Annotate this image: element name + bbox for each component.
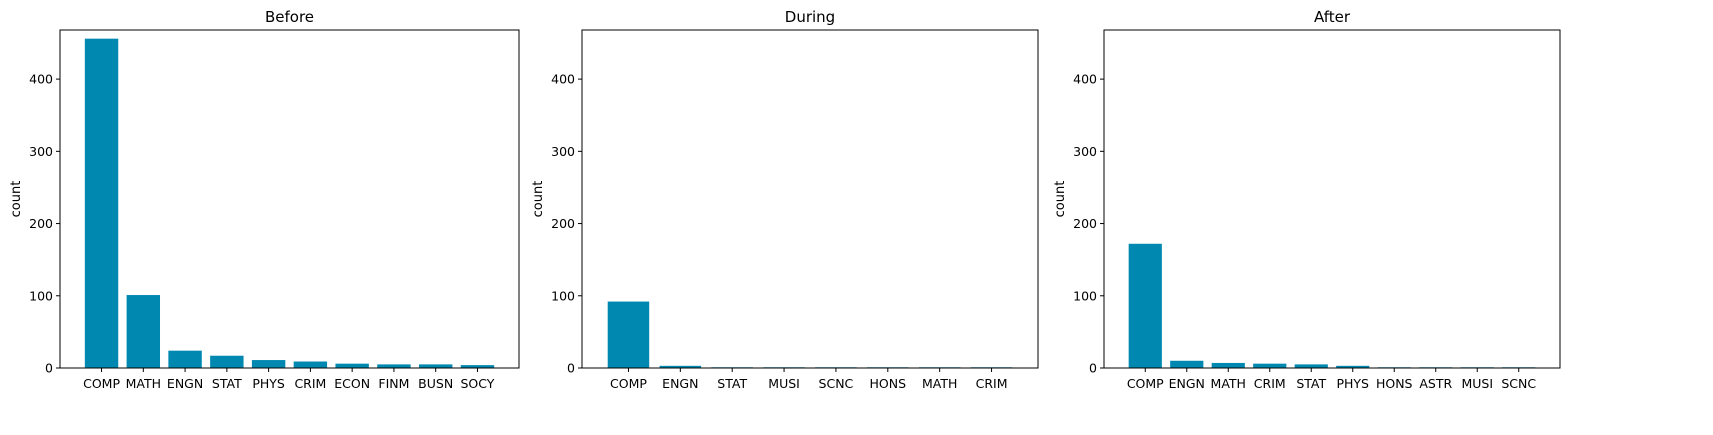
- x-tick-label: HONS: [1376, 376, 1413, 391]
- y-tick-label: 200: [551, 216, 575, 231]
- bar-comp: [1128, 243, 1162, 368]
- y-tick-label: 100: [29, 288, 53, 303]
- bar-math: [126, 295, 161, 368]
- plot-frame: [59, 29, 520, 369]
- x-tick-label: MATH: [126, 376, 161, 391]
- x-tick-label: BUSN: [418, 376, 453, 391]
- x-tick-label: COMP: [83, 376, 120, 391]
- chart-title: After: [1314, 8, 1351, 26]
- plot-frame: [1103, 29, 1561, 369]
- x-tick-label: ENGN: [662, 376, 698, 391]
- x-tick-label: MUSI: [1461, 376, 1493, 391]
- bar-engn: [659, 365, 702, 368]
- bar-crim: [293, 361, 328, 368]
- chart-after: After COMP ENGN MATH CRIM STAT PHYS HONS ASTR MUS…: [1053, 8, 1561, 391]
- chart-during: During COMP ENGN STAT MUSI SCNC HONS MATH CRIM 0 1…: [531, 8, 1039, 391]
- bar-phys: [251, 360, 286, 368]
- x-tick-label: CRIM: [976, 376, 1008, 391]
- y-tick-label: 200: [29, 216, 53, 231]
- chart-title: During: [785, 8, 835, 26]
- y-tick-label: 0: [1089, 361, 1097, 376]
- y-tick-label: 100: [1073, 288, 1097, 303]
- x-tick-label: SCNC: [819, 376, 854, 391]
- bar-math: [1211, 362, 1245, 368]
- chart-title: Before: [265, 8, 314, 26]
- y-tick-label: 300: [551, 144, 575, 159]
- x-tick-label: PHYS: [252, 376, 285, 391]
- x-tick-label: COMP: [610, 376, 647, 391]
- x-tick-label: FINM: [378, 376, 409, 391]
- x-tick-label: PHYS: [1336, 376, 1369, 391]
- y-tick-label: 100: [551, 288, 575, 303]
- bar-econ: [335, 363, 369, 368]
- bar-phys: [1336, 365, 1370, 368]
- x-tick-label: STAT: [717, 376, 747, 391]
- bar-comp: [84, 38, 119, 369]
- x-tick-label: ASTR: [1419, 376, 1452, 391]
- x-tick-label: COMP: [1127, 376, 1164, 391]
- bar-stat: [1294, 364, 1328, 368]
- bar-stat: [210, 355, 244, 368]
- y-tick-label: 0: [567, 361, 575, 376]
- y-axis-label: count: [1053, 181, 1068, 218]
- y-tick-label: 400: [551, 72, 575, 87]
- y-tick-label: 400: [29, 72, 53, 87]
- x-tick-label: HONS: [870, 376, 907, 391]
- bar-busn: [418, 364, 453, 368]
- chart-before: Before COMP MATH ENGN STAT PHYS CRIM ECON FINM BU…: [9, 8, 520, 391]
- x-tick-label: ENGN: [1169, 376, 1205, 391]
- y-tick-label: 300: [1073, 144, 1097, 159]
- x-tick-label: ENGN: [167, 376, 203, 391]
- y-tick-label: 400: [1073, 72, 1097, 87]
- x-tick-label: MUSI: [768, 376, 800, 391]
- x-tick-label: CRIM: [294, 376, 326, 391]
- x-tick-label: MATH: [1211, 376, 1246, 391]
- x-tick-label: CRIM: [1254, 376, 1286, 391]
- y-axis-label: count: [531, 181, 546, 218]
- x-tick-label: SCNC: [1501, 376, 1536, 391]
- bar-comp: [607, 301, 650, 368]
- bar-engn: [168, 350, 202, 368]
- bar-finm: [377, 364, 411, 368]
- bar-socy: [460, 365, 495, 368]
- y-tick-label: 200: [1073, 216, 1097, 231]
- y-tick-label: 0: [45, 361, 53, 376]
- x-tick-label: STAT: [212, 376, 242, 391]
- x-tick-label: MATH: [922, 376, 957, 391]
- plot-frame: [581, 29, 1039, 369]
- x-tick-label: STAT: [1296, 376, 1326, 391]
- x-tick-label: ECON: [334, 376, 370, 391]
- bar-engn: [1170, 360, 1204, 368]
- x-tick-label: SOCY: [460, 376, 494, 391]
- y-axis-label: count: [9, 181, 24, 218]
- y-tick-label: 300: [29, 144, 53, 159]
- bar-crim: [1253, 363, 1287, 368]
